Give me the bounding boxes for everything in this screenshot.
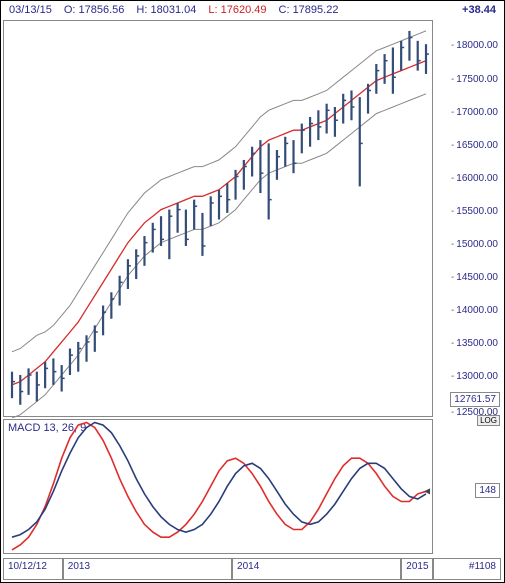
header-close: C: 17895.22 xyxy=(279,4,339,16)
bar-number-label: #1108 xyxy=(433,558,501,580)
header-high: H: 18031.04 xyxy=(136,4,196,16)
chart-container: 03/13/15 O: 17856.56 H: 18031.04 L: 1762… xyxy=(0,0,505,583)
price-ytick: 15000.00 xyxy=(438,239,498,250)
macd-yaxis: 148 xyxy=(434,419,502,554)
price-ytick: 17500.00 xyxy=(438,74,498,85)
price-ytick: 14500.00 xyxy=(438,272,498,283)
price-chart-panel[interactable] xyxy=(3,20,433,417)
xaxis-label: 10/12/12 xyxy=(3,558,63,580)
xaxis: 10/12/12201320142015#1108 xyxy=(3,558,501,580)
header-date: 03/13/15 xyxy=(9,4,52,16)
macd-chart-svg xyxy=(4,420,434,555)
price-ytick: 16500.00 xyxy=(438,140,498,151)
price-ytick: 18000.00 xyxy=(438,40,498,51)
xaxis-label: 2013 xyxy=(63,558,232,580)
ohlc-header: 03/13/15 O: 17856.56 H: 18031.04 L: 1762… xyxy=(9,4,338,16)
header-low: L: 17620.49 xyxy=(208,4,266,16)
price-ytick: 13500.00 xyxy=(438,338,498,349)
price-ytick: 15500.00 xyxy=(438,206,498,217)
price-change: +38.44 xyxy=(462,4,496,16)
macd-panel[interactable]: MACD 13, 26, 9 xyxy=(3,419,433,554)
xaxis-label: 2015 xyxy=(401,558,433,580)
xaxis-label: 2014 xyxy=(232,558,401,580)
header-open: O: 17856.56 xyxy=(64,4,125,16)
price-ytick: 13000.00 xyxy=(438,371,498,382)
price-current-value: 12761.57 xyxy=(450,392,500,407)
price-ytick: 17000.00 xyxy=(438,107,498,118)
price-ytick: 14000.00 xyxy=(438,305,498,316)
price-chart-svg xyxy=(4,21,434,418)
macd-current-value: 148 xyxy=(475,483,500,498)
price-yaxis: 13000.00 13500.00 14000.00 14500.00 15000.00… xyxy=(434,20,502,417)
price-ytick: 16000.00 xyxy=(438,173,498,184)
